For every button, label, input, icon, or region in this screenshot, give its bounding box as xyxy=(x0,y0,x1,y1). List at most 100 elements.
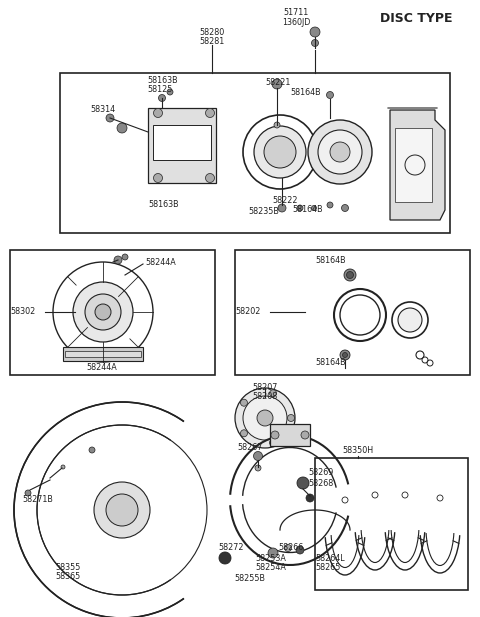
Text: 58125: 58125 xyxy=(147,85,172,94)
Circle shape xyxy=(235,388,295,448)
Text: 58264L: 58264L xyxy=(315,554,345,563)
Circle shape xyxy=(158,94,166,102)
Circle shape xyxy=(240,430,248,437)
Circle shape xyxy=(310,27,320,37)
Circle shape xyxy=(106,494,138,526)
Circle shape xyxy=(253,452,263,460)
Circle shape xyxy=(219,552,231,564)
Text: 58244A: 58244A xyxy=(145,258,176,267)
Text: 58266: 58266 xyxy=(278,543,303,552)
Circle shape xyxy=(398,308,422,332)
Bar xyxy=(60,73,450,233)
Circle shape xyxy=(308,120,372,184)
Circle shape xyxy=(205,109,215,117)
Text: 58302: 58302 xyxy=(10,307,35,316)
Text: 58355: 58355 xyxy=(55,563,80,572)
Text: 58244A: 58244A xyxy=(86,363,118,372)
Text: 58314: 58314 xyxy=(90,105,115,114)
Circle shape xyxy=(167,89,173,95)
Circle shape xyxy=(25,490,31,496)
Circle shape xyxy=(312,205,316,210)
Text: 58268: 58268 xyxy=(308,479,333,488)
Text: 58281: 58281 xyxy=(199,37,225,46)
Circle shape xyxy=(117,123,127,133)
Text: DISC TYPE: DISC TYPE xyxy=(380,12,453,25)
Text: 58202: 58202 xyxy=(235,307,260,316)
Text: 58253A: 58253A xyxy=(255,554,286,563)
Polygon shape xyxy=(390,110,445,220)
Circle shape xyxy=(254,126,306,178)
Text: 58265: 58265 xyxy=(315,563,340,572)
Bar xyxy=(153,125,211,160)
Text: 58272: 58272 xyxy=(218,543,243,552)
Circle shape xyxy=(318,130,362,174)
Bar xyxy=(315,458,468,590)
Bar xyxy=(10,250,215,375)
Circle shape xyxy=(122,254,128,260)
Text: 1360JD: 1360JD xyxy=(282,18,310,27)
Bar xyxy=(65,351,141,357)
Text: 58164B: 58164B xyxy=(290,88,321,97)
Text: 58255B: 58255B xyxy=(235,574,265,583)
Circle shape xyxy=(296,546,304,554)
Text: 58235B: 58235B xyxy=(248,207,279,216)
Circle shape xyxy=(343,352,348,357)
Bar xyxy=(235,250,470,375)
Text: 58269: 58269 xyxy=(308,468,334,477)
Circle shape xyxy=(268,548,278,558)
Circle shape xyxy=(243,396,287,440)
Circle shape xyxy=(297,205,303,211)
Bar xyxy=(148,108,216,183)
Circle shape xyxy=(340,350,350,360)
Circle shape xyxy=(106,114,114,122)
Text: 58350H: 58350H xyxy=(342,446,373,455)
Circle shape xyxy=(285,544,291,552)
Circle shape xyxy=(264,136,296,168)
Text: 58208: 58208 xyxy=(252,392,277,401)
Circle shape xyxy=(274,122,280,128)
Text: 58163B: 58163B xyxy=(147,76,178,85)
Circle shape xyxy=(288,415,295,421)
Circle shape xyxy=(272,79,282,89)
Circle shape xyxy=(61,465,65,469)
Circle shape xyxy=(405,155,425,175)
Circle shape xyxy=(94,482,150,538)
Circle shape xyxy=(73,282,133,342)
Text: 58207: 58207 xyxy=(252,383,278,392)
Text: 58164B: 58164B xyxy=(315,256,346,265)
Circle shape xyxy=(341,204,348,212)
Text: 58271B: 58271B xyxy=(22,495,53,504)
Circle shape xyxy=(89,447,95,453)
Bar xyxy=(270,424,310,446)
Circle shape xyxy=(278,204,286,212)
Circle shape xyxy=(255,465,261,471)
Text: 58267: 58267 xyxy=(237,443,263,452)
Circle shape xyxy=(327,202,333,208)
Text: 58163B: 58163B xyxy=(148,200,179,209)
Circle shape xyxy=(326,91,334,99)
Circle shape xyxy=(330,142,350,162)
Polygon shape xyxy=(395,128,432,202)
Circle shape xyxy=(344,269,356,281)
Circle shape xyxy=(271,431,279,439)
Circle shape xyxy=(95,304,111,320)
Text: 58164B: 58164B xyxy=(315,358,346,367)
Circle shape xyxy=(240,399,248,406)
Circle shape xyxy=(270,439,276,446)
Circle shape xyxy=(257,410,273,426)
Text: 58365: 58365 xyxy=(55,572,80,581)
Circle shape xyxy=(205,173,215,183)
Circle shape xyxy=(270,390,276,397)
Text: 58254A: 58254A xyxy=(255,563,286,572)
Text: 58221: 58221 xyxy=(265,78,290,87)
Circle shape xyxy=(297,477,309,489)
Text: 58280: 58280 xyxy=(199,28,225,37)
Circle shape xyxy=(114,256,122,264)
Circle shape xyxy=(347,271,353,278)
Circle shape xyxy=(85,294,121,330)
Circle shape xyxy=(154,173,163,183)
Circle shape xyxy=(312,39,319,46)
Circle shape xyxy=(306,494,314,502)
Bar xyxy=(63,347,143,361)
Text: 58222: 58222 xyxy=(272,196,298,205)
